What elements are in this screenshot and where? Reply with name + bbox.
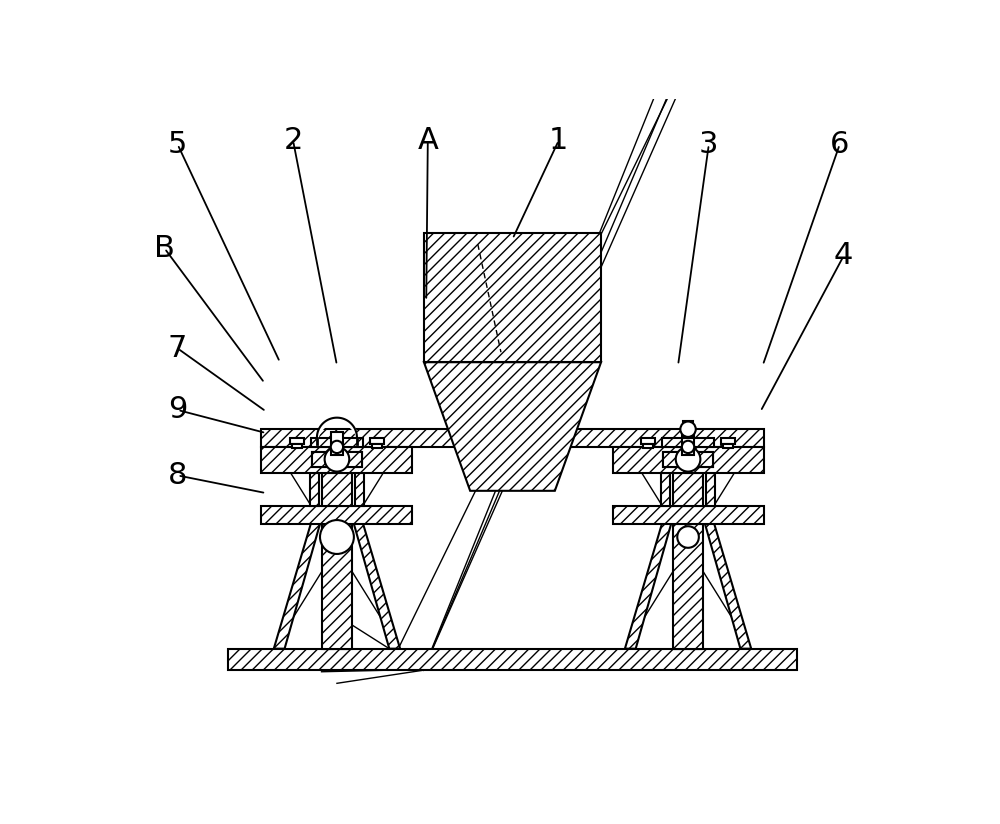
Polygon shape <box>310 473 319 506</box>
Polygon shape <box>675 524 684 648</box>
Bar <box>370 438 384 444</box>
Polygon shape <box>355 473 364 506</box>
Text: 4: 4 <box>834 241 853 270</box>
Text: 7: 7 <box>168 334 187 363</box>
Polygon shape <box>663 452 713 467</box>
Polygon shape <box>706 473 715 506</box>
Text: A: A <box>417 126 438 155</box>
Text: 6: 6 <box>830 130 849 159</box>
Bar <box>663 452 713 467</box>
Text: 5: 5 <box>168 130 187 159</box>
Bar <box>662 438 714 447</box>
Polygon shape <box>354 524 400 648</box>
Circle shape <box>682 441 694 453</box>
Bar <box>721 438 735 444</box>
Polygon shape <box>341 524 350 648</box>
Polygon shape <box>424 363 601 491</box>
Bar <box>312 452 362 467</box>
Polygon shape <box>312 452 362 467</box>
Circle shape <box>677 527 699 548</box>
Polygon shape <box>625 524 671 648</box>
Bar <box>261 429 764 447</box>
Circle shape <box>676 447 700 471</box>
Bar <box>613 506 764 524</box>
Bar <box>311 438 363 447</box>
Polygon shape <box>274 524 320 648</box>
Polygon shape <box>661 473 670 506</box>
Bar <box>292 444 302 448</box>
Polygon shape <box>705 524 751 648</box>
Bar <box>261 506 412 524</box>
Bar <box>331 432 343 455</box>
Polygon shape <box>673 524 703 648</box>
Circle shape <box>331 441 343 453</box>
Bar <box>613 447 764 473</box>
Bar <box>682 432 694 455</box>
Polygon shape <box>322 473 352 506</box>
Text: 1: 1 <box>549 126 568 155</box>
Circle shape <box>680 422 696 437</box>
Bar <box>641 438 655 444</box>
Text: B: B <box>154 234 175 263</box>
Bar <box>261 447 412 473</box>
Polygon shape <box>673 473 703 506</box>
Polygon shape <box>692 524 701 648</box>
Polygon shape <box>322 524 352 648</box>
Text: 8: 8 <box>168 461 187 490</box>
Text: 3: 3 <box>699 130 719 159</box>
Bar <box>424 233 601 363</box>
Text: 2: 2 <box>283 126 303 155</box>
Bar <box>643 444 653 448</box>
Bar <box>683 421 693 438</box>
Polygon shape <box>324 524 333 648</box>
Bar <box>372 444 382 448</box>
Text: 9: 9 <box>168 396 187 424</box>
Circle shape <box>320 520 354 554</box>
Circle shape <box>325 447 349 471</box>
Bar <box>290 438 304 444</box>
Bar <box>723 444 733 448</box>
Bar <box>228 648 797 670</box>
